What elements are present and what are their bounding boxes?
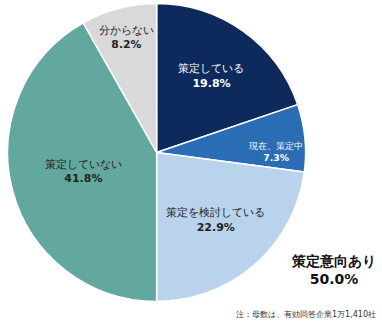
- svg-text:現在、策定中7.3%: 現在、策定中7.3%: [249, 140, 303, 163]
- svg-text:策定している19.8%: 策定している19.8%: [178, 62, 244, 89]
- svg-text:策定意向あり50.0%: 策定意向あり50.0%: [291, 253, 376, 287]
- svg-text:策定していない41.8%: 策定していない41.8%: [45, 158, 122, 185]
- svg-text:注：母数は、有効回答企業1万1,410社: 注：母数は、有効回答企業1万1,410社: [236, 310, 376, 319]
- svg-text:策定を検討している22.9%: 策定を検討している22.9%: [166, 206, 265, 233]
- svg-text:分からない8.2%: 分からない8.2%: [99, 24, 154, 51]
